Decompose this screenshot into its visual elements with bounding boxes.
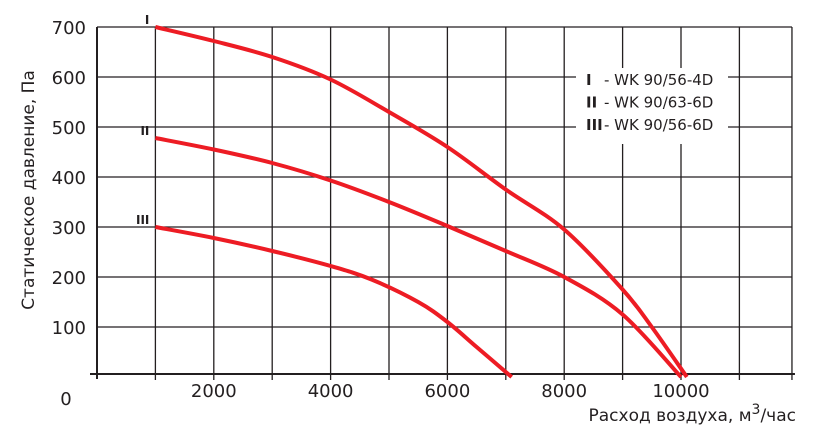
- series-marker-label: I: [145, 13, 149, 27]
- x-tick-label: 8000: [541, 381, 587, 402]
- y-tick-label: 500: [52, 118, 86, 139]
- legend-series-label: - WK 90/56-6D: [604, 116, 713, 134]
- legend-series-id: II: [586, 94, 597, 112]
- series-line-III: [155, 225, 513, 379]
- legend-series-id: III: [586, 116, 603, 134]
- y-tick-label: 300: [52, 218, 86, 239]
- y-axis-label: Статическое давление, Па: [19, 70, 39, 310]
- x-tick-label: 4000: [308, 381, 354, 402]
- series-marker-label: II: [140, 124, 149, 138]
- labels: 100 200 300 400 500 600 700 2000 4000 6000 8000 100…: [52, 18, 710, 402]
- series-marker-label: III: [136, 213, 149, 227]
- x-axis-label: Расход воздуха, м3/час: [589, 402, 797, 426]
- x-tick-label: 2000: [191, 381, 237, 402]
- series-line-I: [154, 25, 689, 379]
- grid: [97, 26, 793, 380]
- y-tick-label: 600: [52, 68, 86, 89]
- legend-series-label: - WK 90/63-6D: [604, 94, 713, 112]
- legend-series-id: I: [586, 71, 592, 89]
- x-tick-label: 10000: [652, 381, 709, 402]
- y-tick-label: 100: [52, 318, 86, 339]
- y-tick-label: 200: [52, 268, 86, 289]
- origin-label: 0: [60, 389, 71, 410]
- y-tick-label: 400: [52, 168, 86, 189]
- legend-box: [576, 68, 728, 144]
- y-tick-label: 700: [52, 18, 86, 39]
- legend-series-label: - WK 90/56-4D: [604, 71, 713, 89]
- x-tick-label: 6000: [424, 381, 470, 402]
- series-line-II: [155, 136, 683, 379]
